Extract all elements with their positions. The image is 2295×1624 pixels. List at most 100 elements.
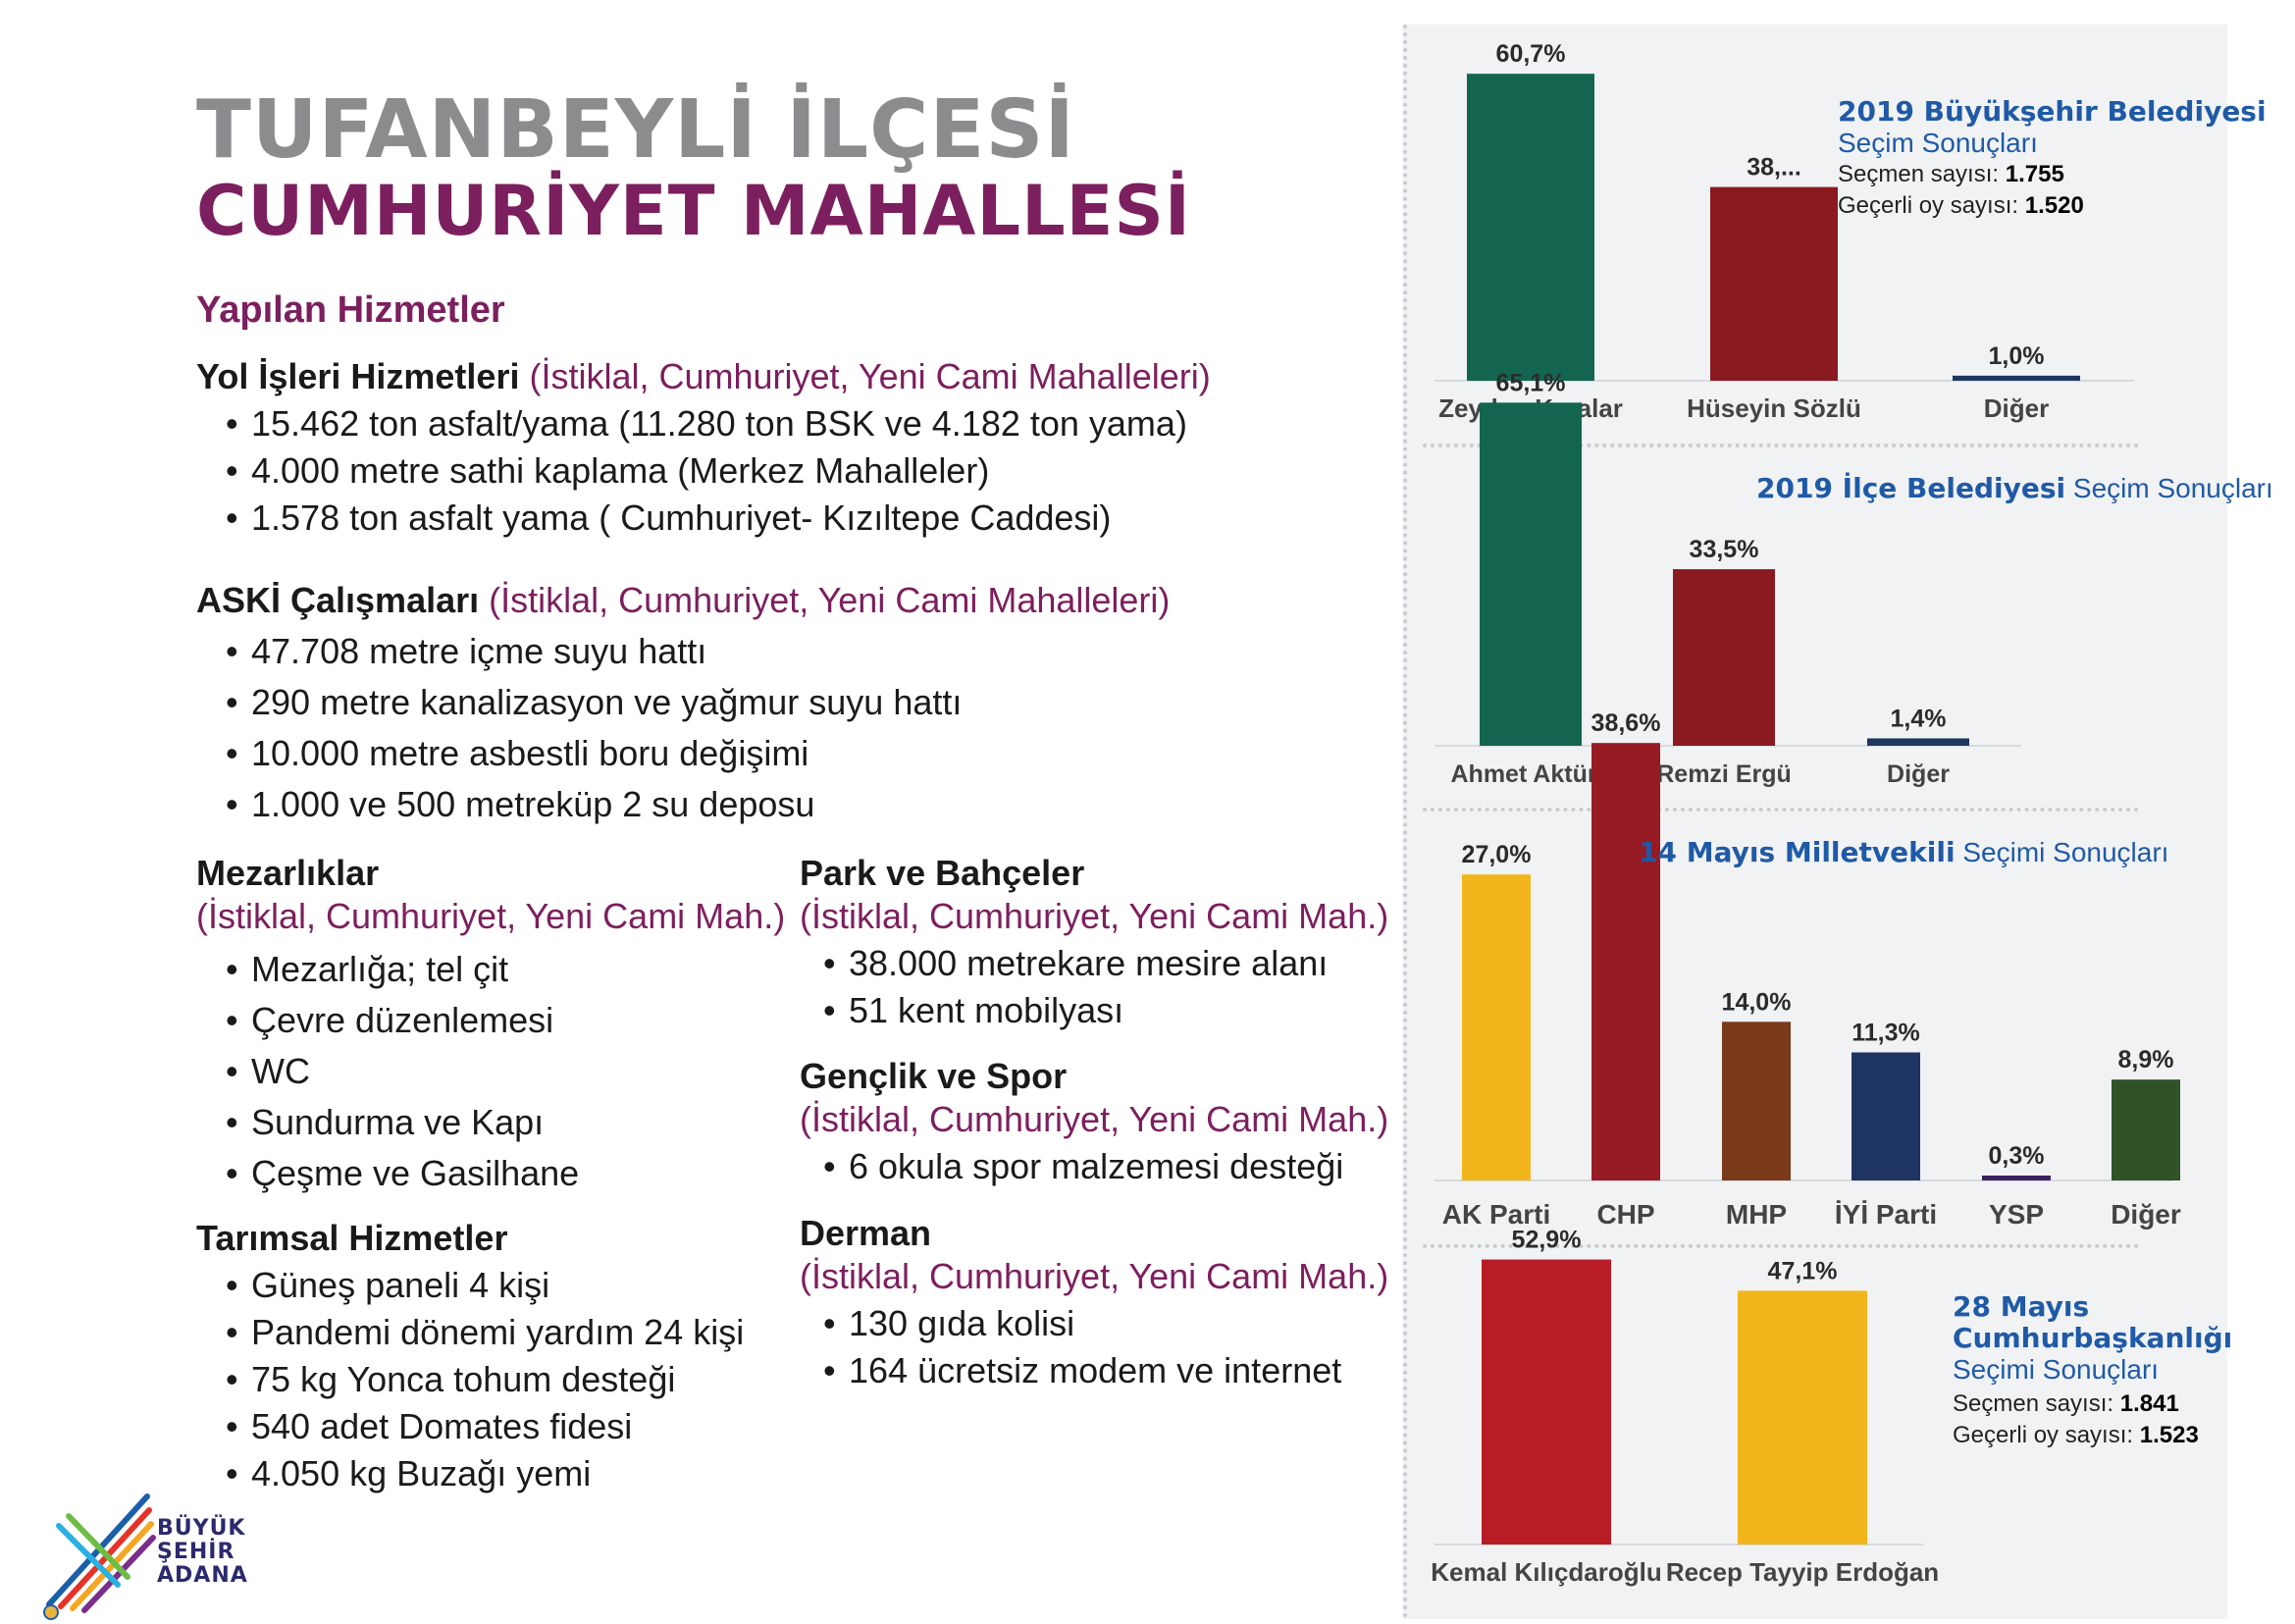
chart3-title: 14 Mayıs Milletvekili Seçimi Sonuçları (1639, 837, 2168, 868)
divider (1423, 808, 2139, 812)
park-title: Park ve Bahçeler (800, 853, 1085, 893)
chart-data-label: 65,1% (1496, 369, 1566, 396)
chart-data-label: 33,5% (1690, 536, 1759, 563)
chart-category-label: MHP (1726, 1199, 1787, 1230)
aski-heading: ASKİ Çalışmaları (İstiklal, Cumhuriyet, … (196, 579, 1170, 622)
chart4-title-2: Cumhurbaşkanlığı (1953, 1323, 2232, 1354)
chart-category-label: Recep Tayyip Erdoğan (1666, 1557, 1939, 1587)
voters-value: 1.755 (2005, 161, 2064, 187)
list-item: Çevre düzenlemesi (226, 995, 785, 1046)
aski-note: (İstiklal, Cumhuriyet, Yeni Cami Mahalle… (489, 580, 1171, 620)
chart-category-label: Diğer (1984, 393, 2049, 423)
chart1-title-bold: 2019 Büyükşehir Belediyesi (1838, 95, 2267, 128)
chart-data-label: 1,0% (1989, 342, 2045, 370)
chart4-title-bold1: 28 Mayıs (1953, 1290, 2090, 1323)
logo-text: BÜYÜK ŞEHİR ADANA (157, 1517, 248, 1588)
aski-title: ASKİ Çalışmaları (196, 580, 480, 620)
list-item: 15.462 ton asfalt/yama (11.280 ton BSK v… (226, 400, 1211, 447)
chart-category-label: Remzi Ergü (1656, 760, 1792, 788)
chart4-title: 28 Mayıs (1953, 1291, 2089, 1323)
chart1-title: 2019 Büyükşehir Belediyesi (1838, 96, 2267, 128)
derman-note: (İstiklal, Cumhuriyet, Yeni Cami Mah.) (800, 1256, 1389, 1296)
chart-bar (1462, 874, 1531, 1180)
list-item: 164 ücretsiz modem ve internet (823, 1347, 1388, 1394)
chart-bar (1852, 1052, 1920, 1180)
chart3-title-bold: 14 Mayıs Milletvekili (1639, 836, 1956, 868)
chart-data-label: 52,9% (1512, 1227, 1582, 1254)
logo-line: ŞEHİR (157, 1540, 235, 1564)
yol-title: Yol İşleri Hizmetleri (196, 356, 520, 396)
yol-heading: Yol İşleri Hizmetleri (İstiklal, Cumhuri… (196, 355, 1211, 398)
chart1-title-rest: Seçim Sonuçları (1838, 128, 2038, 158)
chart-data-label: 14,0% (1722, 988, 1792, 1016)
chart-data-label: 8,9% (2118, 1046, 2174, 1074)
chart-data-label: 27,0% (1462, 841, 1532, 868)
chart4-title-rest: Seçimi Sonuçları (1953, 1354, 2160, 1385)
valid-label: Geçerli oy sayısı: (1953, 1422, 2134, 1448)
divider (1423, 444, 2139, 447)
yol-section: Yol İşleri Hizmetleri (İstiklal, Cumhuri… (196, 355, 1211, 542)
mezar-title: Mezarlıklar (196, 853, 380, 893)
genclik-note: (İstiklal, Cumhuriyet, Yeni Cami Mah.) (800, 1099, 1389, 1139)
chart-bar (1482, 1259, 1611, 1545)
page-title: TUFANBEYLİ İLÇESİ (196, 83, 1075, 177)
list-item: Güneş paneli 4 kişi (226, 1262, 744, 1309)
chart-category-label: CHP (1596, 1199, 1654, 1230)
list-item: Pandemi dönemi yardım 24 kişi (226, 1309, 744, 1356)
valid-value: 1.523 (2139, 1422, 2199, 1448)
chart3-title-rest: Seçimi Sonuçları (1962, 837, 2169, 867)
logo-line: BÜYÜK (157, 1516, 246, 1541)
chart2-title-rest: Seçim Sonuçları (2072, 473, 2273, 503)
chart-data-label: 38,... (1747, 154, 1801, 182)
list-item: 540 adet Domates fidesi (226, 1403, 744, 1450)
mezar-section: Mezarlıklar (İstiklal, Cumhuriyet, Yeni … (196, 852, 785, 1199)
park-section: Park ve Bahçeler (İstiklal, Cumhuriyet, … (800, 852, 1388, 1034)
list-item: 1.000 ve 500 metreküp 2 su deposu (226, 779, 1170, 830)
chart-category-label: AK Parti (1442, 1199, 1550, 1230)
mezar-note: (İstiklal, Cumhuriyet, Yeni Cami Mah.) (196, 896, 786, 936)
list-item: 6 okula spor malzemesi desteği (823, 1143, 1388, 1190)
chart-bar (1867, 738, 1969, 746)
chart-data-label: 0,3% (1989, 1142, 2045, 1170)
list-item: 38.000 metrekare mesire alanı (823, 940, 1388, 987)
list-item: 290 metre kanalizasyon ve yağmur suyu ha… (226, 677, 1170, 728)
genclik-section: Gençlik ve Spor (İstiklal, Cumhuriyet, Y… (800, 1055, 1388, 1190)
chart-data-label: 47,1% (1768, 1257, 1838, 1284)
divider (1423, 1244, 2139, 1248)
chart-data-label: 11,3% (1852, 1019, 1920, 1046)
chart-bar (1982, 1176, 2051, 1180)
chart4-voters: Seçmen sayısı: 1.841 (1953, 1389, 2179, 1419)
chart4-title-bold2: Cumhurbaşkanlığı (1953, 1322, 2233, 1354)
chart-bar (1953, 375, 2080, 381)
voters-label: Seçmen sayısı: (1838, 161, 2000, 187)
valid-value: 1.520 (2024, 192, 2084, 219)
chart2-title-bold: 2019 İlçe Belediyesi (1756, 472, 2066, 504)
derman-section: Derman (İstiklal, Cumhuriyet, Yeni Cami … (800, 1212, 1388, 1394)
chart-bar (2112, 1079, 2180, 1180)
chart-category-label: Hüseyin Sözlü (1687, 393, 1861, 423)
chart-category-label: İYİ Parti (1835, 1199, 1937, 1230)
chart-bar (1467, 74, 1594, 382)
chart-data-label: 1,4% (1891, 705, 1947, 732)
chart-category-label: YSP (1989, 1199, 2044, 1230)
tarim-title: Tarımsal Hizmetler (196, 1218, 508, 1258)
chart1-valid: Geçerli oy sayısı: 1.520 (1838, 191, 2084, 221)
chart-category-label: Diğer (2111, 1199, 2181, 1230)
list-item: Mezarlığa; tel çit (226, 944, 785, 995)
chart-data-label: 38,6% (1591, 709, 1661, 737)
chart-category-label: Ahmet Aktürk (1451, 760, 1611, 788)
aski-section: ASKİ Çalışmaları (İstiklal, Cumhuriyet, … (196, 579, 1170, 830)
chart-category-label: Diğer (1887, 760, 1950, 788)
list-item: WC (226, 1046, 785, 1097)
chart-bar (1710, 186, 1838, 381)
section-heading: Yapılan Hizmetler (196, 289, 505, 331)
voters-value: 1.841 (2119, 1390, 2179, 1417)
list-item: 75 kg Yonca tohum desteği (226, 1356, 744, 1403)
park-note: (İstiklal, Cumhuriyet, Yeni Cami Mah.) (800, 896, 1389, 936)
list-item: 4.050 kg Buzağı yemi (226, 1450, 744, 1497)
list-item: 51 kent mobilyası (823, 987, 1388, 1034)
chart-data-label: 60,7% (1496, 40, 1566, 68)
chart-category-label: Kemal Kılıçdaroğlu (1431, 1557, 1662, 1587)
list-item: Çeşme ve Gasilhane (226, 1148, 785, 1199)
